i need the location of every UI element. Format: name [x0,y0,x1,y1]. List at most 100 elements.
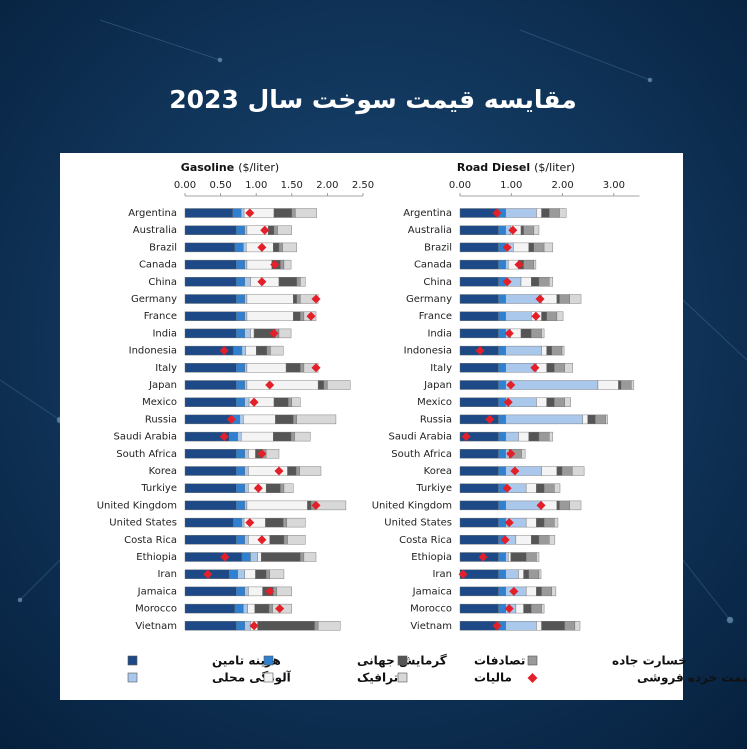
bar-segment [293,294,297,304]
bar-segment [323,380,328,390]
bar-segment [498,225,506,235]
bar-segment [241,208,245,218]
bar-segment [525,552,537,562]
bar-segment [498,380,506,390]
bar-segment [538,431,550,442]
bar-segment [569,294,582,304]
bar-segment [564,397,571,407]
bar-segment [541,311,547,321]
bar-segment [266,345,271,356]
bar-segment [459,242,499,253]
bar-segment [244,483,249,493]
bar-segment [237,569,246,579]
x-tick-label: 1.00 [500,180,522,191]
bar-segment [184,517,234,528]
bar-segment [244,569,256,579]
bar-segment [243,242,247,253]
bar-segment [498,449,506,459]
bar-segment [293,311,301,321]
bar-segment [273,431,292,442]
bar-segment [244,500,248,511]
category-label: Italy [155,363,177,374]
bar-segment [255,569,267,579]
bar-segment [246,380,319,390]
plot: Road Diesel ($/liter) 0.00 1.00 2.00 3.00 Arge… [372,161,640,632]
bar-segment [300,363,305,373]
bar-segment [244,294,248,304]
bar-segment [244,311,248,321]
bar-segment [459,294,499,304]
bar-segment [498,603,506,614]
bar-segment [184,586,237,597]
bar-segment [459,311,499,321]
category-label: Turkiye [415,483,452,494]
category-label: United States [384,518,452,529]
category-label: France [144,311,177,322]
bar-segment [528,569,540,579]
bar-segment [293,414,297,425]
bar-segment [236,500,246,511]
bar-segment [184,603,236,614]
bar-segment [587,414,596,425]
bar-segment [247,603,255,614]
axis-title-main: Gasoline [181,161,234,174]
bar-segment [554,517,559,528]
bar-segment [236,311,246,321]
bar-segment [459,483,499,493]
bar-segment [280,483,285,493]
bar-segment [556,311,564,321]
bar-segment [551,345,563,356]
category-label: Jamaica [137,586,177,597]
bar-segment [265,449,280,459]
bar-segment [184,621,237,631]
bar-segment [228,569,238,579]
category-label: India [152,328,177,339]
bar-segment [541,208,550,218]
bar-segment [536,586,542,597]
category-label: Morocco [135,604,177,615]
bar-segment [290,431,295,442]
category-label: South Africa [391,449,452,460]
bar-segment [236,225,246,235]
bar-segment [283,517,288,528]
bar-segment [498,363,506,373]
bar-segment [523,569,529,579]
bar-segment [184,397,237,407]
category-label: China [423,277,452,288]
bar-segment [531,328,542,339]
bar-segment [498,328,506,339]
category-label: Germany [131,294,177,305]
bar-segment [184,225,237,235]
legend: هزینه تامین گرمایش جهانی تصادفات خسارت جاده… [127,654,747,686]
bar-segment [280,259,285,270]
bar-segment [246,500,308,511]
bar-segment [246,363,287,373]
bar-segment [256,345,268,356]
bar-segment [286,517,306,528]
category-label: Costa Rica [399,535,452,546]
bar-segment [515,603,524,614]
bar-segment [459,603,499,614]
bar-segment [559,500,570,511]
axis-title-main: Road Diesel [457,161,530,174]
bar-segment [523,259,535,270]
bar-segment [498,552,506,562]
bar-segment [498,500,506,511]
legend-swatch [397,655,408,666]
bar-segment [233,345,243,356]
retail-price-marker [260,225,270,235]
category-label: Russia [145,414,177,425]
bar-segment [531,535,540,545]
bar-segment [244,449,249,459]
axis-title-unit: ($/liter) [238,161,279,174]
x-tick-label: 0.50 [209,180,231,191]
bar-segment [303,552,317,562]
bar-segment [520,328,532,339]
bar-segment [569,500,582,511]
bar-segment [327,380,351,390]
bar-segment [273,242,280,253]
bar-segment [505,259,509,270]
category-label: Turkiye [140,483,177,494]
bar-segment [631,380,635,390]
